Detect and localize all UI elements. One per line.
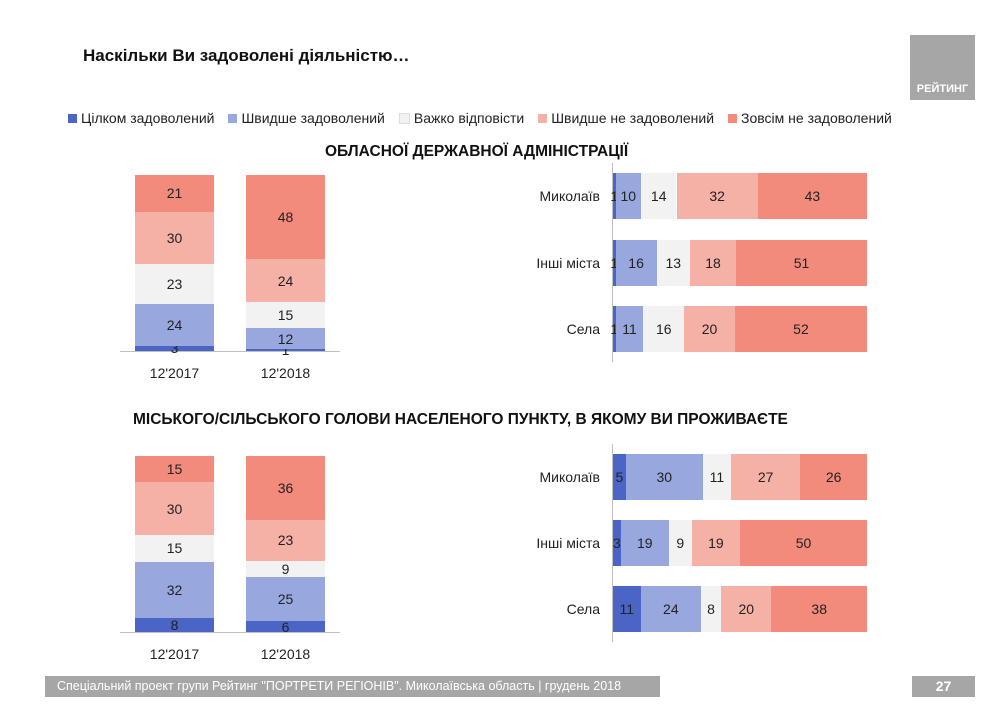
- bar-segment: 30: [625, 454, 703, 500]
- bar-segment: 1: [610, 173, 618, 219]
- y-tick-label: Миколаїв: [539, 469, 600, 485]
- bar-segment: 25: [246, 576, 325, 622]
- bar-segment: 8: [135, 617, 214, 633]
- bar-segment: 27: [731, 454, 801, 500]
- bar-segment: 5: [613, 454, 626, 500]
- bar-segment: 20: [721, 586, 772, 632]
- x-tick-label: 12'2018: [260, 646, 311, 662]
- bar-segment: 14: [640, 173, 677, 219]
- x-axis: [120, 351, 340, 352]
- bar-segment: 16: [643, 306, 685, 352]
- page-number: 27: [912, 676, 975, 697]
- legend-label: Швидше задоволений: [241, 110, 385, 126]
- bar-segment: 1: [610, 240, 618, 286]
- bar-segment: 24: [246, 259, 325, 302]
- legend: Цілком задоволений Швидше задоволений Важк…: [68, 110, 892, 126]
- bar-segment: 24: [640, 586, 701, 632]
- bar-segment: 16: [615, 240, 657, 286]
- legend-swatch: [398, 112, 410, 124]
- bar-segment: 43: [757, 173, 867, 219]
- bar-segment: 15: [135, 456, 214, 483]
- bar-segment: 11: [615, 306, 644, 352]
- bar-segment: 19: [691, 520, 740, 566]
- y-tick-label: Миколаїв: [539, 188, 600, 204]
- legend-item: Швидше не задоволений: [538, 110, 714, 126]
- bar-segment: 20: [684, 306, 735, 352]
- bar-segment: 30: [135, 482, 214, 536]
- bar-segment: 30: [135, 211, 214, 264]
- bar-segment: 32: [676, 173, 758, 219]
- bar-segment: 3: [135, 340, 214, 356]
- bar-segment: 38: [771, 586, 867, 632]
- bar-segment: 6: [246, 619, 325, 635]
- logo-text: РЕЙТИНГ: [916, 83, 969, 95]
- legend-swatch: [228, 113, 238, 123]
- legend-item: Швидше задоволений: [228, 110, 385, 126]
- bar-segment: 1: [246, 342, 325, 358]
- bar-segment: 3: [613, 520, 621, 566]
- bar-segment: 36: [246, 456, 325, 520]
- legend-item: Важко відповісти: [398, 110, 525, 126]
- bar-segment: 15: [135, 535, 214, 562]
- rating-logo: РЕЙТИНГ: [910, 35, 975, 100]
- legend-item: Цілком задоволений: [68, 110, 214, 126]
- bar-segment: 19: [620, 520, 669, 566]
- bar-segment: 18: [689, 240, 737, 286]
- legend-swatch: [538, 113, 548, 123]
- bar-segment: 1: [610, 306, 618, 352]
- footer: Спеціальний проект групи Рейтинг "ПОРТРЕ…: [45, 676, 660, 697]
- bar-segment: 50: [740, 520, 867, 566]
- bar-segment: 8: [701, 586, 722, 632]
- bar-segment: 13: [656, 240, 690, 286]
- legend-swatch: [728, 113, 738, 123]
- y-tick-label: Інші міста: [536, 535, 600, 551]
- bar-segment: 26: [800, 454, 867, 500]
- bar-segment: 10: [615, 173, 641, 219]
- bar-segment: 15: [246, 301, 325, 329]
- bar-segment: 24: [135, 303, 214, 346]
- y-tick-label: Села: [566, 601, 600, 617]
- bar-segment: 23: [246, 520, 325, 561]
- bar-segment: 11: [613, 586, 641, 632]
- y-tick-label: Села: [566, 321, 600, 337]
- legend-label: Зовсім не задоволений: [741, 110, 892, 126]
- bar-segment: 12: [246, 328, 325, 350]
- bar-segment: 9: [668, 520, 692, 566]
- legend-swatch: [68, 113, 77, 123]
- y-axis: [612, 444, 613, 642]
- bar-segment: 11: [702, 454, 732, 500]
- bar-segment: 52: [734, 306, 867, 352]
- bar-segment: 21: [135, 175, 214, 212]
- bar-segment: 48: [246, 175, 325, 260]
- slide-title: Наскільки Ви задоволені діяльністю…: [83, 46, 410, 65]
- x-tick-label: 12'2018: [260, 365, 311, 381]
- x-tick-label: 12'2017: [149, 646, 200, 662]
- bar-segment: 23: [135, 263, 214, 304]
- legend-label: Цілком задоволений: [81, 110, 215, 126]
- section-title-mayor: МІСЬКОГО/СІЛЬСЬКОГО ГОЛОВИ НАСЕЛЕНОГО ПУ…: [133, 411, 788, 428]
- section-title-oda: ОБЛАСНОЇ ДЕРЖАВНОЇ АДМІНІСТРАЦІЇ: [325, 143, 629, 160]
- legend-item: Зовсім не задоволений: [728, 110, 892, 126]
- bar-segment: 51: [736, 240, 867, 286]
- y-axis: [612, 163, 613, 362]
- x-tick-label: 12'2017: [149, 365, 200, 381]
- bar-segment: 9: [246, 560, 325, 577]
- x-axis: [120, 632, 340, 633]
- legend-label: Важко відповісти: [413, 110, 525, 126]
- legend-label: Швидше не задоволений: [551, 110, 715, 126]
- y-tick-label: Інші міста: [536, 255, 600, 271]
- bar-segment: 32: [135, 561, 214, 618]
